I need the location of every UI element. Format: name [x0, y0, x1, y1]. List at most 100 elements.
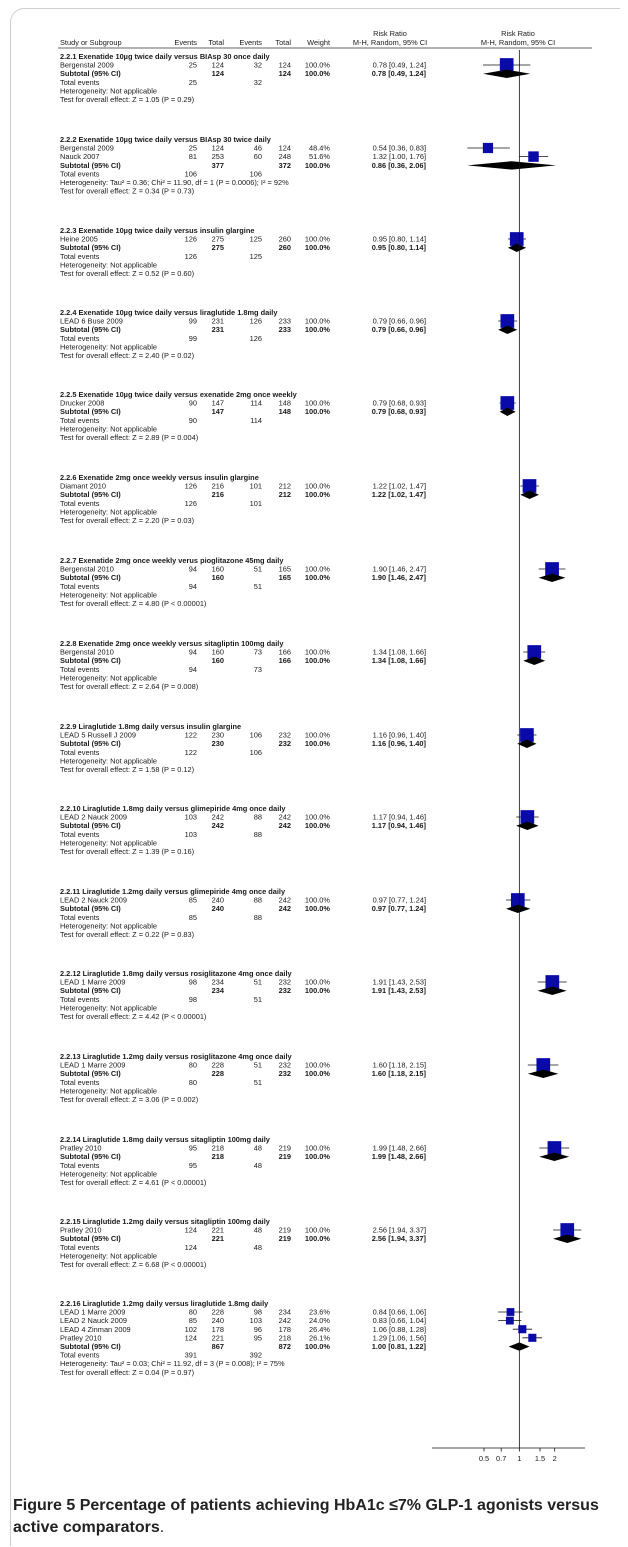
study-name: LEAD 4 Zinman 2009 — [60, 1325, 131, 1334]
study-events-2: 51 — [254, 565, 262, 574]
study-marker — [560, 1223, 575, 1237]
study-total-2: 124 — [279, 61, 291, 70]
total-events-1: 94 — [189, 665, 197, 674]
subtotal-ci-label: 2.56 [1.94, 3.37] — [372, 1234, 427, 1243]
subtotal-diamond — [517, 739, 537, 748]
subtotal-diamond — [527, 1069, 559, 1078]
study-ci-label: 1.17 [0.94, 1.46] — [373, 813, 426, 822]
study-events-1: 80 — [189, 1308, 197, 1317]
subtotal-weight: 100.0% — [305, 161, 330, 170]
subtotal-diamond — [553, 1234, 582, 1243]
study-name: LEAD 5 Russell J 2009 — [60, 731, 136, 740]
study-marker — [506, 1308, 515, 1316]
subgroup-title: 2.2.16 Liraglutide 1.2mg daily versus li… — [60, 1299, 269, 1308]
study-events-1: 80 — [189, 1061, 197, 1070]
subtotal-diamond — [506, 904, 531, 913]
total-events-2: 48 — [254, 1161, 262, 1170]
total-events-label: Total events — [60, 582, 100, 591]
study-total-2: 232 — [279, 1061, 291, 1070]
study-marker — [520, 810, 535, 824]
subtotal-label: Subtotal (95% CI) — [60, 325, 121, 334]
total-events-1: 124 — [185, 1243, 197, 1252]
subtotal-weight: 100.0% — [305, 573, 330, 582]
study-name: LEAD 2 Nauck 2009 — [60, 1316, 127, 1325]
study-marker — [505, 1316, 514, 1325]
total-events-1: 391 — [185, 1351, 197, 1360]
study-total-2: 166 — [279, 648, 291, 657]
heterogeneity-text: Heterogeneity: Tau² = 0.36; Chi² = 11.90… — [60, 178, 289, 187]
header-total-2: Total — [275, 38, 291, 47]
subtotal-total-1: 160 — [212, 573, 224, 582]
study-total-1: 216 — [212, 482, 224, 491]
study-events-1: 126 — [185, 235, 197, 244]
total-events-2: 88 — [254, 913, 262, 922]
study-events-2: 32 — [254, 61, 262, 70]
subtotal-total-2: 872 — [279, 1342, 291, 1351]
study-marker — [528, 1333, 537, 1342]
subtotal-label: Subtotal (95% CI) — [60, 69, 121, 78]
total-events-1: 90 — [189, 416, 197, 425]
study-events-1: 102 — [185, 1325, 197, 1334]
study-total-1: 147 — [212, 399, 224, 408]
study-total-2: 232 — [279, 731, 291, 740]
study-ci-label: 1.16 [0.96, 1.40] — [373, 731, 426, 740]
study-weight: 100.0% — [305, 61, 330, 70]
heterogeneity-text: Heterogeneity: Not applicable — [60, 1003, 157, 1012]
study-total-2: 242 — [279, 1316, 291, 1325]
study-events-2: 88 — [254, 813, 262, 822]
subtotal-diamond — [520, 490, 539, 499]
subgroup-title: 2.2.4 Exenatide 10µg twice daily versus … — [60, 308, 278, 317]
study-total-2: 260 — [279, 235, 291, 244]
subtotal-weight: 100.0% — [305, 904, 330, 913]
subgroup-title: 2.2.2 Exenatide 10µg twice daily versus … — [60, 135, 272, 144]
study-ci-label: 1.99 [1.48, 2.66] — [373, 1144, 426, 1153]
total-events-2: 48 — [254, 1243, 262, 1252]
total-events-2: 32 — [254, 78, 262, 87]
subtotal-label: Subtotal (95% CI) — [60, 407, 121, 416]
study-events-2: 88 — [254, 896, 262, 905]
total-events-label: Total events — [60, 416, 100, 425]
subtotal-total-2: 148 — [279, 407, 291, 416]
study-ci-label: 0.54 [0.36, 0.83] — [373, 144, 426, 153]
study-weight: 100.0% — [305, 978, 330, 987]
study-events-1: 126 — [185, 482, 197, 491]
study-total-1: 160 — [212, 648, 224, 657]
study-name: Bergenstal 2010 — [60, 648, 114, 657]
study-weight: 100.0% — [305, 731, 330, 740]
study-total-2: 232 — [279, 978, 291, 987]
subgroup-title: 2.2.15 Liraglutide 1.2mg daily versus si… — [60, 1217, 271, 1226]
study-total-1: 240 — [212, 896, 224, 905]
study-total-1: 242 — [212, 813, 224, 822]
study-events-2: 73 — [254, 648, 262, 657]
heterogeneity-text: Heterogeneity: Not applicable — [60, 838, 157, 847]
study-marker — [509, 232, 524, 246]
study-events-1: 124 — [185, 1333, 197, 1342]
study-ci-label: 1.34 [1.08, 1.66] — [373, 648, 426, 657]
total-events-1: 126 — [185, 252, 197, 261]
overall-effect-text: Test for overall effect: Z = 1.39 (P = 0… — [60, 847, 194, 856]
study-events-2: 106 — [250, 731, 262, 740]
study-marker — [499, 58, 514, 72]
figure-caption: Figure 5 Percentage of patients achievin… — [13, 1495, 621, 1539]
study-weight: 100.0% — [305, 317, 330, 326]
subtotal-total-1: 240 — [212, 904, 224, 913]
caption-text: Percentage of patients achieving HbA1c ≤… — [13, 1497, 599, 1536]
total-events-label: Total events — [60, 748, 100, 757]
heterogeneity-text: Heterogeneity: Not applicable — [60, 673, 157, 682]
total-events-2: 101 — [250, 499, 262, 508]
subtotal-total-1: 160 — [212, 656, 224, 665]
study-events-1: 25 — [189, 144, 197, 153]
study-events-2: 98 — [254, 1308, 262, 1317]
subgroup-title: 2.2.13 Liraglutide 1.2mg daily versus ro… — [60, 1052, 293, 1061]
study-name: LEAD 1 Marre 2009 — [60, 1061, 125, 1070]
study-total-2: 242 — [279, 813, 291, 822]
total-events-1: 103 — [185, 830, 197, 839]
heterogeneity-text: Heterogeneity: Not applicable — [60, 507, 157, 516]
study-ci-label: 1.29 [1.06, 1.56] — [373, 1333, 426, 1342]
subtotal-ci-label: 0.79 [0.68, 0.93] — [372, 407, 427, 416]
subtotal-total-1: 221 — [212, 1234, 224, 1243]
total-events-2: 51 — [254, 995, 262, 1004]
total-events-label: Total events — [60, 499, 100, 508]
overall-effect-text: Test for overall effect: Z = 2.64 (P = 0… — [60, 682, 198, 691]
